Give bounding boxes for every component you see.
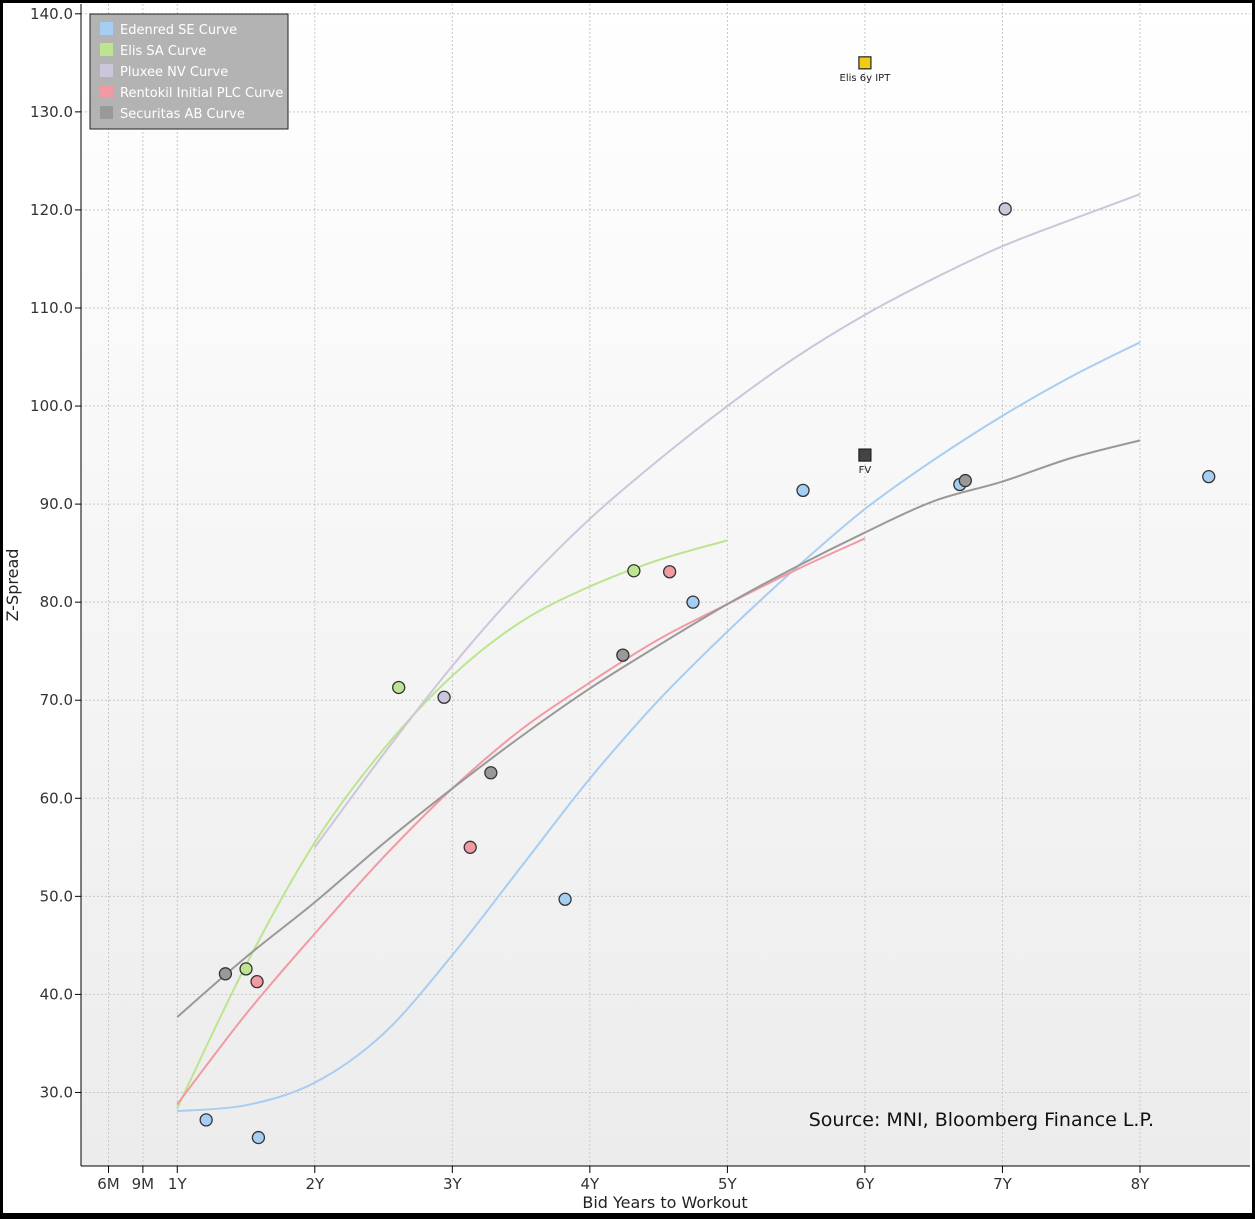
gridlines — [81, 4, 1250, 1166]
source-note: Source: MNI, Bloomberg Finance L.P. — [809, 1109, 1154, 1131]
legend-swatch-securitas-ab-curve — [100, 106, 113, 119]
y-tick-label: 30.0 — [40, 1083, 73, 1101]
fv-marker — [858, 448, 872, 462]
x-axis-ticks: 6M 9M 1Y 2Y 3Y 4Y 5Y 6Y 7Y 8Y — [97, 1166, 1150, 1193]
legend-entry-pluxee-nv-curve: Pluxee NV Curve — [120, 65, 228, 80]
legend-swatch-rentokil-initial-plc-curve — [100, 85, 113, 98]
legend: Edenred SE Curve Elis SA Curve Pluxee NV C… — [89, 13, 289, 130]
legend-swatch-elis-sa-curve — [100, 43, 113, 56]
x-tick-label: 9M — [132, 1175, 155, 1193]
elis-6y-ipt-label: Elis 6y IPT — [840, 73, 892, 84]
x-tick-label: 6Y — [856, 1175, 876, 1193]
pluxee-nv-curve-line — [313, 193, 1141, 848]
legend-entry-edenred-se-curve: Edenred SE Curve — [120, 23, 237, 38]
edenred-se-curve-point — [558, 892, 572, 906]
legend-entry-elis-sa-curve: Elis SA Curve — [120, 44, 206, 59]
legend-entry-securitas-ab-curve: Securitas AB Curve — [120, 107, 245, 122]
plot-area — [81, 4, 1250, 1166]
pluxee-nv-curve-point — [998, 202, 1012, 216]
axes — [80, 4, 1250, 1167]
annotations: Elis 6y IPT FV — [840, 56, 892, 476]
y-tick-label: 110.0 — [30, 299, 73, 317]
y-tick-label: 80.0 — [40, 593, 73, 611]
y-tick-label: 140.0 — [30, 5, 73, 23]
elis-sa-curve-line — [176, 539, 728, 1109]
y-tick-label: 40.0 — [40, 985, 73, 1003]
y-axis-ticks: 30.0 40.0 50.0 60.0 70.0 80.0 90.0 100.0 110.0 12… — [30, 5, 81, 1101]
edenred-se-curve-point — [1202, 469, 1216, 484]
y-tick-label: 100.0 — [30, 397, 73, 415]
x-tick-label: 8Y — [1131, 1175, 1151, 1193]
securitas-ab-curve-point — [218, 967, 233, 981]
x-tick-label: 4Y — [580, 1175, 600, 1193]
x-tick-label: 5Y — [718, 1175, 738, 1193]
legend-box — [89, 13, 289, 130]
pluxee-nv-curve-point — [437, 690, 451, 704]
elis-sa-curve-point — [239, 962, 253, 976]
y-tick-label: 120.0 — [30, 201, 73, 219]
edenred-se-curve-point — [686, 595, 700, 609]
y-tick-label: 130.0 — [30, 103, 73, 121]
y-axis-label: Z-Spread — [3, 549, 22, 622]
rentokil-initial-plc-curve-point — [662, 565, 677, 579]
x-tick-label: 2Y — [305, 1175, 325, 1193]
edenred-se-curve-point — [796, 483, 810, 498]
rentokil-initial-plc-curve-point — [463, 840, 477, 854]
x-axis-label: Bid Years to Workout — [582, 1193, 747, 1212]
y-tick-label: 60.0 — [40, 789, 73, 807]
edenred-se-curve-point — [251, 1130, 266, 1145]
fv-label: FV — [859, 465, 872, 476]
x-tick-label: 6M — [97, 1175, 120, 1193]
elis-6y-ipt-marker — [858, 56, 872, 70]
elis-sa-curve-point — [392, 680, 406, 695]
data-points — [199, 202, 1216, 1145]
elis-sa-curve-point — [627, 564, 641, 578]
edenred-se-curve-line — [177, 341, 1141, 1113]
securitas-ab-curve-point — [484, 766, 498, 780]
x-tick-label: 7Y — [993, 1175, 1013, 1193]
legend-swatch-pluxee-nv-curve — [100, 64, 113, 77]
securitas-ab-curve-line — [176, 439, 1141, 1018]
y-tick-label: 70.0 — [40, 691, 73, 709]
y-tick-label: 90.0 — [40, 495, 73, 513]
rentokil-initial-plc-curve-point — [250, 974, 264, 989]
x-tick-label: 3Y — [443, 1175, 463, 1193]
curve-lines — [176, 193, 1141, 1113]
legend-swatch-edenred-se-curve — [100, 22, 113, 35]
edenred-se-curve-point — [199, 1113, 213, 1127]
securitas-ab-curve-point — [616, 648, 630, 662]
y-tick-label: 50.0 — [40, 887, 73, 905]
legend-entry-rentokil-initial-plc-curve: Rentokil Initial PLC Curve — [120, 86, 283, 101]
securitas-ab-curve-point — [958, 473, 972, 488]
x-tick-label: 1Y — [168, 1175, 188, 1193]
